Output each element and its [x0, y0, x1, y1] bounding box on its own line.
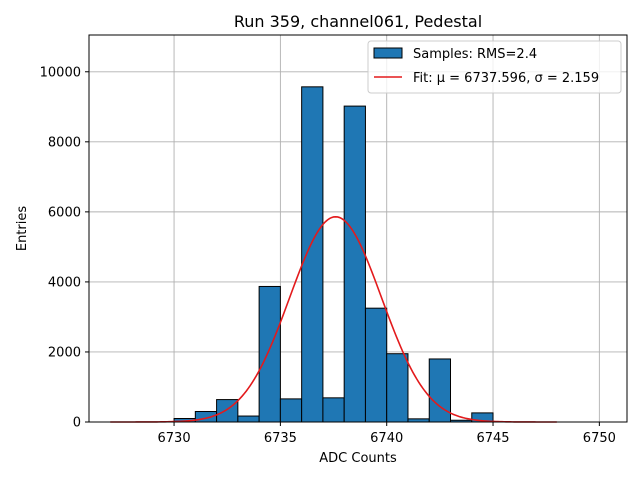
x-tick-label: 6750	[583, 431, 616, 446]
ticks-layer: 6730 6735 6740 6745 6750 0 2000 4000 6000 8000 100…	[40, 65, 616, 446]
x-tick-label: 6730	[158, 431, 191, 446]
histogram-bar	[301, 86, 324, 423]
histogram-bar	[364, 307, 388, 423]
legend-fit-label: Fit: μ = 6737.596, σ = 2.159	[413, 71, 599, 86]
fit-curve	[110, 215, 557, 423]
x-tick-label: 6740	[370, 431, 403, 446]
histogram-bar	[258, 285, 281, 423]
histogram-bar	[322, 397, 345, 423]
bars-layer	[173, 86, 494, 423]
legend-samples-label: Samples: RMS=2.4	[413, 47, 537, 62]
y-tick-label: 2000	[48, 345, 81, 360]
y-tick-label: 0	[73, 416, 81, 431]
y-axis-label: Entries	[15, 206, 30, 252]
chart-title: Run 359, channel061, Pedestal	[234, 12, 482, 31]
legend: Samples: RMS=2.4 Fit: μ = 6737.596, σ = …	[367, 40, 622, 94]
y-tick-label: 8000	[48, 135, 81, 150]
histogram-bar	[386, 353, 409, 423]
histogram-bar	[279, 398, 303, 423]
legend-samples-swatch	[373, 47, 403, 59]
y-tick-label: 4000	[48, 275, 81, 290]
x-tick-label: 6735	[264, 431, 297, 446]
x-tick-label: 6745	[476, 431, 509, 446]
y-tick-label: 10000	[40, 65, 81, 80]
histogram-bar	[428, 358, 452, 423]
y-tick-label: 6000	[48, 205, 81, 220]
histogram-bar	[237, 415, 260, 423]
histogram-bar	[343, 105, 366, 423]
plot-frame	[88, 34, 628, 423]
legend-box	[367, 40, 622, 94]
x-axis-label: ADC Counts	[319, 451, 397, 466]
